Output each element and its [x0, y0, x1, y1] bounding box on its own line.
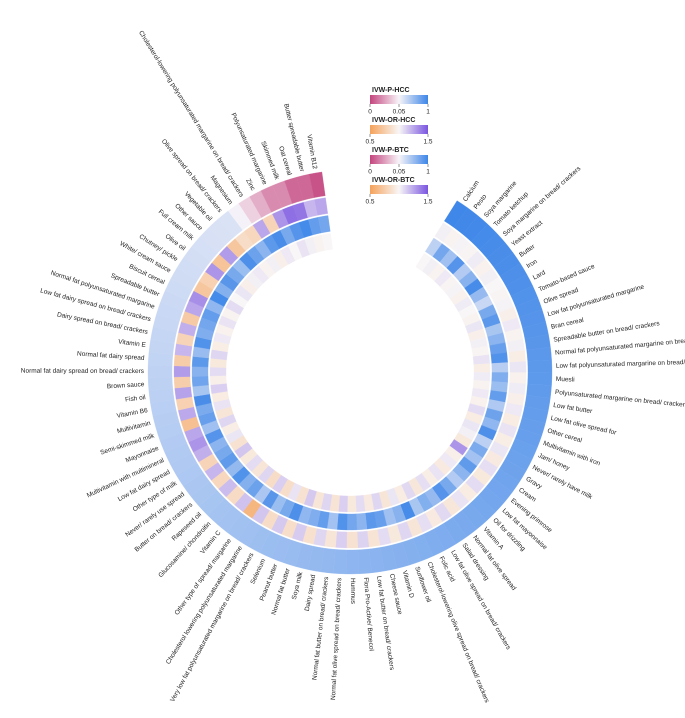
- heat-cell: [147, 364, 173, 378]
- legend-title: IVW-OR-HCC: [372, 117, 415, 124]
- category-label: Cheese sauce: [388, 573, 403, 615]
- heat-cell: [491, 372, 509, 383]
- heat-cell: [346, 513, 358, 531]
- legend-bar: [370, 155, 428, 164]
- category-label: Tomato-based sauce: [538, 263, 596, 294]
- legend-title: IVW-P-BTC: [372, 147, 409, 154]
- category-label: Zinc: [244, 178, 256, 193]
- heat-cell: [191, 366, 209, 377]
- heat-cell: [173, 354, 191, 367]
- legend-tick-label: 1.5: [423, 139, 432, 146]
- legend-tick-label: 1.5: [423, 199, 432, 206]
- heat-cell: [209, 375, 227, 386]
- heat-cell: [490, 352, 508, 364]
- heat-cell: [347, 495, 357, 513]
- category-label: Normal fat dairy spread: [77, 351, 145, 363]
- legend-tick-label: 0: [368, 109, 372, 116]
- heat-cell: [509, 372, 527, 384]
- category-label: Oat cereal: [277, 145, 293, 176]
- category-label: Vitamin E: [118, 338, 147, 349]
- category-label: Normal fat olive spread on bread/ cracke…: [330, 577, 343, 700]
- heat-cell: [309, 171, 326, 198]
- category-label: Bran cereal: [550, 317, 585, 331]
- category-label: Gravy: [524, 476, 543, 491]
- heat-cell: [473, 363, 491, 373]
- legend-tick-label: 1: [426, 109, 430, 116]
- heat-cell: [335, 531, 348, 549]
- category-label: Cholesterol-lowering olive spread on bre…: [426, 561, 491, 705]
- heat-cell: [209, 366, 227, 377]
- heat-cell: [338, 495, 348, 513]
- heat-cell: [317, 215, 331, 234]
- category-label: Dairy spread: [304, 574, 317, 612]
- category-label: Multivitamin: [116, 420, 151, 435]
- category-label: Vitamin D: [401, 570, 415, 599]
- heat-cell: [191, 356, 209, 368]
- legend-tick-label: 0.5: [365, 199, 374, 206]
- category-label: Butter: [518, 243, 537, 259]
- heat-cell: [527, 372, 553, 386]
- heat-cell: [491, 362, 509, 373]
- category-label: Hummus: [349, 578, 356, 605]
- heat-cell: [527, 359, 553, 373]
- heat-cell: [314, 197, 328, 216]
- category-label: Flora Pro-Active/ Benecol: [362, 577, 375, 652]
- heat-cell: [508, 350, 526, 363]
- category-label: Iron: [525, 258, 539, 270]
- legend-title: IVW-OR-BTC: [372, 177, 415, 184]
- legend-bar: [370, 185, 428, 194]
- category-label: Brown sauce: [107, 381, 145, 390]
- category-label: Soya milk: [291, 571, 305, 601]
- category-label: Soya margarine: [483, 180, 519, 219]
- heat-cell: [321, 233, 333, 251]
- heat-cell: [173, 376, 191, 389]
- legend-tick-label: 0.05: [393, 109, 406, 116]
- legend-tick-label: 0.05: [393, 169, 406, 176]
- heat-cell: [333, 549, 347, 575]
- category-label: Low fat polyunsaturated margarine: [547, 283, 645, 318]
- category-label: Cream: [517, 487, 537, 504]
- category-label: Very low fat polyunsaturated margarine o…: [169, 551, 256, 703]
- heat-cell: [173, 365, 191, 378]
- heat-cell: [509, 361, 527, 373]
- heat-cell: [473, 372, 491, 382]
- heat-cell: [355, 495, 366, 513]
- category-label: Selenium: [250, 558, 268, 586]
- heat-cell: [356, 513, 368, 531]
- legend-bar: [370, 95, 428, 104]
- heat-cell: [191, 375, 209, 387]
- category-label: Lard: [532, 269, 547, 281]
- heat-cell: [346, 531, 358, 549]
- heat-cell: [356, 530, 370, 548]
- category-label: Fish oil: [125, 394, 147, 404]
- category-label: Low fat butter: [553, 402, 594, 415]
- heat-cell: [336, 513, 348, 531]
- category-label: Low fat polyunsaturated margarine on bre…: [556, 358, 685, 369]
- category-label: Muesli: [556, 376, 575, 384]
- category-label: Vitamin B12: [305, 134, 318, 170]
- legend-title: IVW-P-HCC: [372, 87, 410, 94]
- legend-tick-label: 1: [426, 169, 430, 176]
- heat-cell: [346, 549, 360, 575]
- legend-tick-label: 0.5: [365, 139, 374, 146]
- heat-cell: [357, 548, 372, 574]
- legend-tick-label: 0: [368, 169, 372, 176]
- heat-cell: [147, 376, 173, 391]
- category-label: Vitamin B6: [116, 407, 148, 420]
- legend-bar: [370, 125, 428, 134]
- category-label: Normal fat dairy spread on bread/ cracke…: [21, 368, 145, 375]
- category-label: Pesto: [473, 193, 489, 211]
